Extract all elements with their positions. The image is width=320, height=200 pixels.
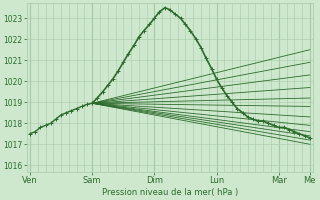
X-axis label: Pression niveau de la mer( hPa ): Pression niveau de la mer( hPa )	[102, 188, 238, 197]
